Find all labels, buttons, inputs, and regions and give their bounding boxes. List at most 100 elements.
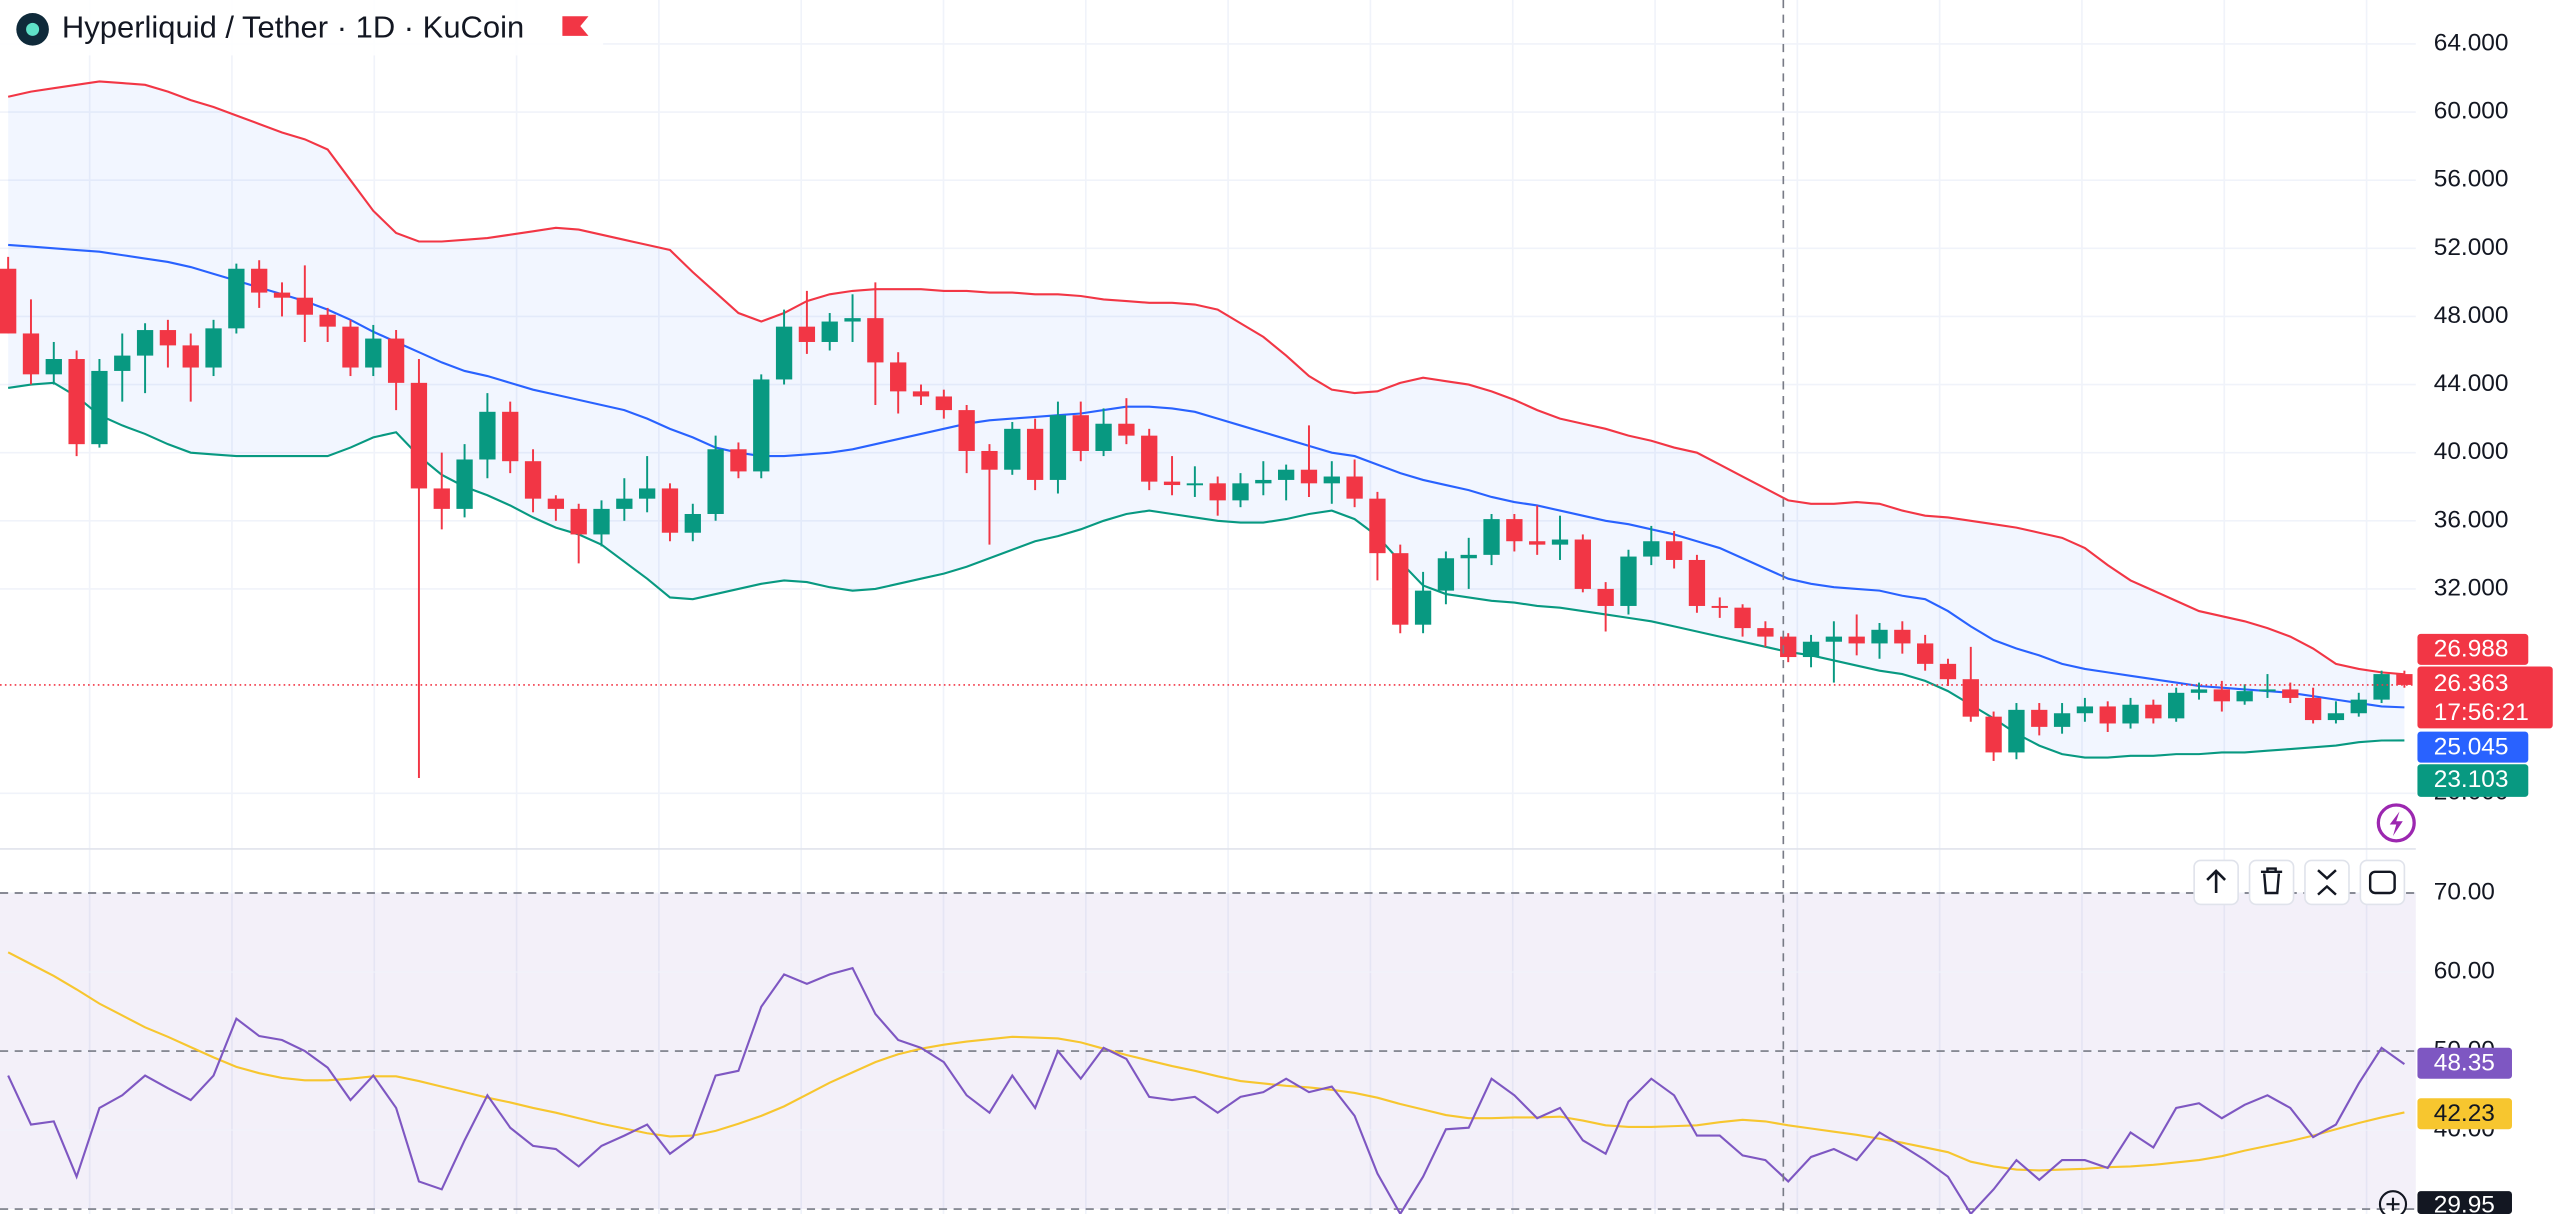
candle-body xyxy=(1414,590,1432,625)
add-button[interactable] xyxy=(2378,1190,2408,1214)
lower-band-label: 23.103 xyxy=(2434,766,2509,793)
arrow-icon xyxy=(2206,869,2227,893)
candle-body xyxy=(1460,554,1477,559)
candle-body xyxy=(981,450,998,470)
collapse-icon xyxy=(2317,869,2337,896)
upper-band-label: 26.988 xyxy=(2434,636,2509,663)
candle-body xyxy=(684,513,701,533)
candle-body xyxy=(479,411,496,460)
candle-body xyxy=(0,268,17,334)
candle-body xyxy=(2145,704,2162,719)
candle-body xyxy=(1551,539,1569,545)
candle-body xyxy=(1118,423,1135,436)
y-tick-label: 40.000 xyxy=(2434,438,2509,465)
candle-body xyxy=(1483,519,1500,555)
candle-body xyxy=(319,314,336,327)
candle-body xyxy=(1141,435,1158,482)
candle-body xyxy=(867,318,884,363)
candle-body xyxy=(205,328,222,368)
y-tick-label: 60.000 xyxy=(2434,98,2509,125)
y-tick-label: 64.000 xyxy=(2434,29,2509,56)
candle-body xyxy=(2122,704,2139,724)
indicator-line xyxy=(7,951,2405,1172)
candle-body xyxy=(91,370,108,445)
candle-body xyxy=(1529,541,1546,545)
candle-body xyxy=(1620,556,1637,606)
middle-band-tag xyxy=(2417,731,2529,763)
candle-body xyxy=(365,338,382,368)
band-line xyxy=(7,381,2405,759)
candle-body xyxy=(1757,628,1774,637)
candle-body xyxy=(1300,469,1318,484)
candle-body xyxy=(1392,553,1409,625)
candle-body xyxy=(296,297,313,315)
candle-body xyxy=(1802,641,1820,658)
band-line xyxy=(8,243,2405,709)
trash-icon xyxy=(2260,867,2283,895)
last-price-label: 26.363 xyxy=(2434,670,2509,697)
candle-body xyxy=(1004,428,1021,470)
candle-body xyxy=(1711,605,1728,608)
delete-button[interactable] xyxy=(2248,859,2295,906)
indicator-label: 48.35 xyxy=(2434,1050,2495,1077)
candle-body xyxy=(639,488,656,499)
candle-body xyxy=(844,318,861,322)
pane-buttons xyxy=(2193,859,2406,906)
candle-body xyxy=(114,355,131,371)
candle-body xyxy=(22,333,40,375)
candle-body xyxy=(1734,607,1751,629)
candle-body xyxy=(1962,679,1979,717)
y-tick-label: 36.000 xyxy=(2434,506,2509,533)
lightning-button[interactable] xyxy=(2376,803,2416,843)
band-fill xyxy=(8,81,2405,758)
candle-body xyxy=(45,359,62,375)
candle-body xyxy=(251,268,268,293)
candle-body xyxy=(890,362,907,392)
candle-body xyxy=(182,345,199,368)
candle-body xyxy=(433,488,450,509)
candle-body xyxy=(1939,663,1957,680)
candle-body xyxy=(1665,541,1683,560)
candle-body xyxy=(707,449,724,514)
candle-body xyxy=(730,449,747,472)
candle-body xyxy=(2396,674,2413,685)
candle-body xyxy=(2350,699,2367,714)
flag-icon[interactable] xyxy=(562,16,589,36)
candle-body xyxy=(616,498,633,509)
candle-body xyxy=(547,498,565,509)
maximize-button[interactable] xyxy=(2359,859,2406,906)
candle-body xyxy=(2327,713,2345,721)
candle-body xyxy=(342,326,359,368)
candle-body xyxy=(958,410,975,451)
candle-body xyxy=(1574,539,1591,589)
crosshair-label: 29.95 xyxy=(2434,1191,2495,1214)
indicator-tag xyxy=(2417,1047,2512,1079)
candle-body xyxy=(1825,636,1843,642)
y-tick-label: 48.000 xyxy=(2434,302,2509,329)
indicator-tag xyxy=(2417,1098,2512,1130)
candle-body xyxy=(1346,476,1363,499)
y-tick-label: 32.000 xyxy=(2434,574,2509,601)
candle-body xyxy=(1643,541,1660,557)
y-tick-label: 60.00 xyxy=(2434,957,2495,984)
countdown-label: 17:56:21 xyxy=(2434,699,2529,726)
candle-body xyxy=(798,326,816,342)
candle-body xyxy=(1985,716,2002,753)
chart-title: Hyperliquid / Tether · 1D · KuCoin xyxy=(62,10,524,45)
candle-body xyxy=(570,508,587,535)
candle-body xyxy=(1049,415,1067,480)
candle-body xyxy=(821,321,838,342)
candle-body xyxy=(2259,689,2276,692)
y-tick-label: 52.000 xyxy=(2434,234,2509,261)
symbol-logo-inner xyxy=(26,22,40,36)
candle-body xyxy=(2031,709,2048,727)
lower-band-tag xyxy=(2417,764,2529,797)
crosshair-tag xyxy=(2417,1191,2512,1214)
candle-body xyxy=(1917,643,1934,664)
candle-body xyxy=(2282,689,2299,698)
collapse-button[interactable] xyxy=(2304,859,2350,906)
candle-body xyxy=(1369,498,1386,554)
